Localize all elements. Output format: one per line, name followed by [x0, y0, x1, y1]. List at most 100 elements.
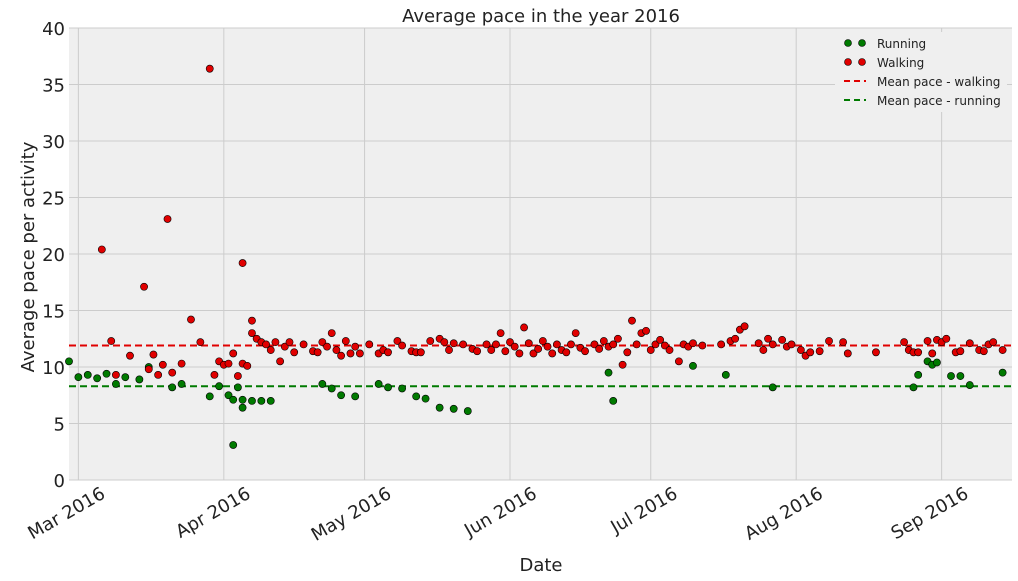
- data-point-running: [909, 383, 918, 392]
- x-axis-label: Date: [519, 555, 562, 576]
- data-point-walking: [768, 340, 777, 349]
- data-point-walking: [989, 338, 998, 347]
- y-tick-label: 40: [42, 19, 65, 40]
- data-point-walking: [97, 245, 106, 254]
- legend-marker-walking: [858, 58, 866, 66]
- data-point-walking: [543, 342, 552, 351]
- data-point-walking: [614, 334, 622, 343]
- y-tick-label: 5: [54, 415, 65, 436]
- legend-marker-running: [844, 39, 852, 47]
- data-point-walking: [740, 322, 749, 331]
- data-point-walking: [548, 349, 557, 358]
- data-point-running: [914, 371, 923, 379]
- data-point-walking: [248, 329, 256, 337]
- data-point-walking: [384, 348, 392, 357]
- legend-marker-walking: [844, 58, 852, 66]
- data-point-walking: [473, 347, 482, 356]
- data-point-running: [449, 404, 458, 413]
- data-point-walking: [515, 349, 524, 358]
- data-point-walking: [872, 348, 880, 357]
- data-point-running: [229, 395, 238, 404]
- legend-item-mean-walking: Mean pace - walking: [844, 75, 1000, 89]
- data-point-walking: [168, 368, 177, 377]
- legend-item-walking: Walking: [844, 56, 924, 70]
- data-point-walking: [928, 349, 937, 358]
- data-point-walking: [187, 315, 195, 324]
- data-point-walking: [529, 349, 538, 358]
- data-point-walking: [806, 348, 815, 357]
- data-point-walking: [398, 341, 406, 350]
- data-point-walking: [158, 360, 167, 369]
- data-point-walking: [271, 338, 280, 347]
- data-point-running: [421, 394, 430, 403]
- y-tick-label: 20: [42, 245, 65, 266]
- x-tick-label: Aug 2016: [741, 483, 827, 545]
- data-point-walking: [313, 348, 322, 357]
- data-point-running: [248, 396, 256, 405]
- x-axis-ticks: Mar 2016 Apr 2016 May 2016 Jun 2016 Jul 2016…: [24, 483, 972, 546]
- data-point-walking: [351, 342, 360, 351]
- data-point-running: [215, 382, 224, 391]
- data-point-walking: [796, 346, 805, 354]
- data-point-running: [65, 357, 73, 366]
- data-point-running: [266, 396, 275, 405]
- legend: Running Walking Mean pace - walking Mean…: [835, 32, 1007, 112]
- legend-item-mean-running: Mean pace - running: [844, 94, 1001, 108]
- chart-title: Average pace in the year 2016: [402, 6, 680, 27]
- data-point-running: [238, 403, 247, 412]
- data-point-running: [121, 373, 130, 382]
- data-point-walking: [914, 348, 923, 357]
- data-point-walking: [238, 259, 247, 267]
- data-point-walking: [524, 339, 533, 348]
- data-point-running: [93, 374, 102, 383]
- data-point-walking: [229, 349, 238, 358]
- data-point-walking: [496, 329, 505, 337]
- data-point-walking: [581, 347, 589, 356]
- data-point-running: [233, 383, 242, 392]
- data-point-walking: [689, 339, 697, 348]
- x-tick-label: May 2016: [308, 483, 395, 546]
- legend-item-running: Running: [844, 37, 926, 51]
- data-point-walking: [642, 326, 650, 335]
- data-point-running: [412, 392, 421, 401]
- y-axis-label: Average pace per activity: [18, 141, 39, 372]
- data-point-walking: [492, 340, 500, 349]
- data-point-walking: [290, 348, 299, 357]
- data-point-walking: [609, 340, 618, 349]
- data-point-walking: [965, 339, 974, 348]
- data-point-running: [83, 371, 92, 379]
- data-point-walking: [623, 348, 632, 357]
- data-point-walking: [140, 282, 148, 291]
- data-point-walking: [445, 346, 453, 354]
- data-point-walking: [754, 339, 763, 348]
- legend-label-running: Running: [877, 37, 926, 51]
- data-point-walking: [501, 347, 510, 356]
- data-point-walking: [923, 337, 932, 345]
- data-point-walking: [646, 346, 655, 354]
- data-point-walking: [599, 337, 608, 345]
- data-point-running: [229, 441, 238, 449]
- data-point-running: [689, 361, 697, 370]
- x-tick-label: Mar 2016: [24, 483, 109, 544]
- data-point-walking: [956, 347, 965, 356]
- data-point-walking: [318, 338, 327, 347]
- data-point-walking: [337, 351, 346, 360]
- y-tick-label: 0: [54, 471, 65, 492]
- data-point-walking: [538, 337, 547, 345]
- x-tick-label: Jun 2016: [460, 483, 540, 542]
- data-point-walking: [900, 338, 908, 347]
- data-point-walking: [595, 345, 604, 353]
- data-point-walking: [393, 337, 402, 345]
- data-point-walking: [426, 337, 435, 345]
- data-point-running: [337, 391, 346, 400]
- data-point-walking: [332, 346, 341, 354]
- data-point-walking: [778, 335, 787, 344]
- y-tick-label: 10: [42, 358, 65, 379]
- data-point-walking: [839, 338, 848, 347]
- y-tick-label: 15: [42, 302, 65, 323]
- data-point-walking: [717, 340, 726, 349]
- data-point-running: [224, 391, 233, 400]
- data-point-walking: [262, 340, 270, 349]
- data-point-walking: [196, 338, 205, 347]
- data-point-running: [318, 380, 327, 388]
